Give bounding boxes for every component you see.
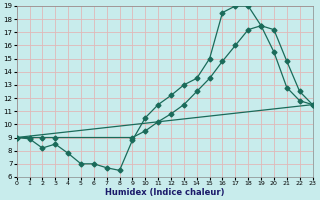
X-axis label: Humidex (Indice chaleur): Humidex (Indice chaleur) [105,188,224,197]
